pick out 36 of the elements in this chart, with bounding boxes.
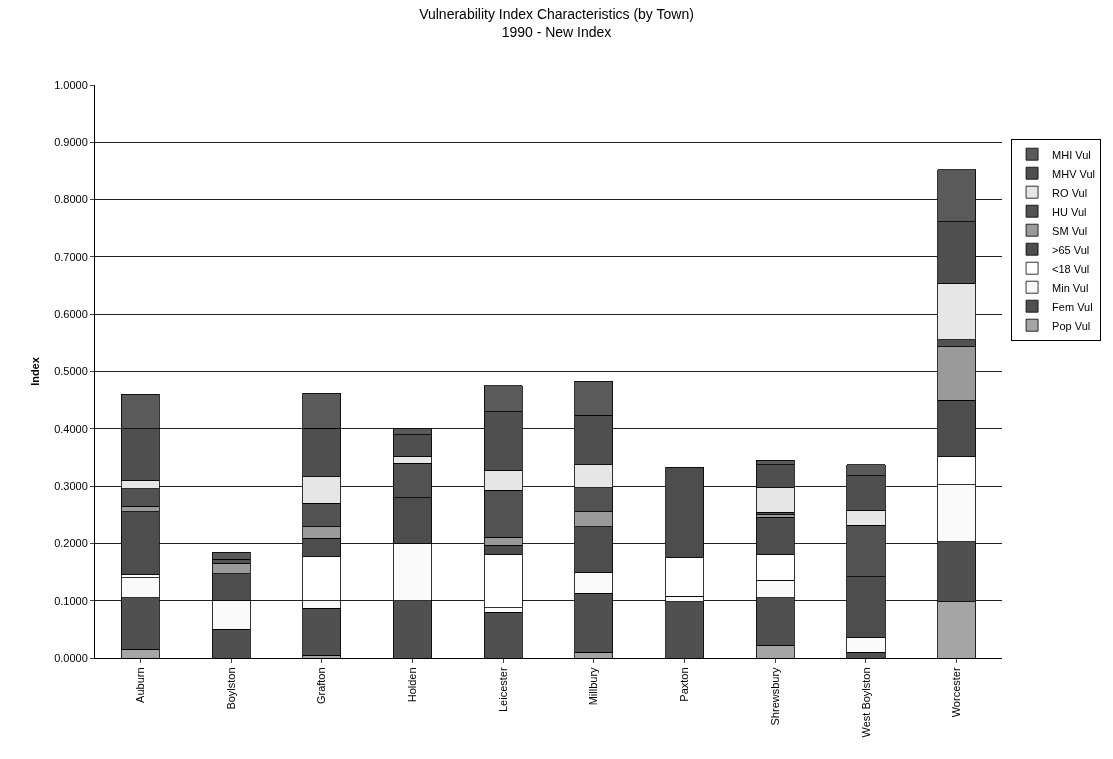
- y-tick-label: 0.2000: [54, 537, 88, 550]
- y-tick-label: 0.8000: [54, 193, 88, 206]
- x-tick-label: Millbury: [587, 666, 600, 706]
- legend-label: >65 Vul: [1052, 243, 1090, 256]
- chart-title: Vulnerability Index Characteristics (by Town): [419, 5, 694, 22]
- x-tick-label: Shrewsbury: [768, 666, 781, 726]
- x-tick-label: Boylston: [224, 667, 237, 710]
- x-tick-label: West Boylston: [859, 667, 872, 738]
- legend-label: Fem Vul: [1052, 300, 1093, 313]
- legend-label: Pop Vul: [1052, 319, 1091, 332]
- y-tick-label: 0.5000: [54, 365, 88, 378]
- legend-label: MHV Vul: [1052, 167, 1096, 180]
- y-tick-label: 0.1000: [54, 594, 88, 607]
- x-tick-label: Auburn: [133, 667, 146, 703]
- bar: [120, 511, 160, 576]
- x-tick-label: Paxton: [678, 667, 691, 702]
- legend-label: SM Vul: [1052, 224, 1088, 237]
- x-tick-label: Leicester: [496, 667, 509, 713]
- y-tick-label: 1.0000: [54, 78, 88, 91]
- legend-label: RO Vul: [1052, 186, 1088, 199]
- y-tick-label: 0.3000: [54, 479, 88, 492]
- legend-label: MHI Vul: [1052, 148, 1091, 161]
- x-tick-label: Grafton: [315, 667, 328, 705]
- chart-subtitle: 1990 - New Index: [501, 24, 612, 41]
- legend-label: HU Vul: [1052, 205, 1087, 218]
- x-tick-label: Worcester: [950, 667, 963, 718]
- y-tick-label: 0.4000: [54, 422, 88, 435]
- x-tick-label: Holden: [406, 667, 419, 703]
- y-tick-label: 0.9000: [54, 136, 88, 149]
- y-tick-label: 0.0000: [54, 651, 88, 664]
- y-axis-title: Index: [28, 356, 41, 386]
- legend-label: <18 Vul: [1052, 262, 1090, 275]
- bar: [211, 551, 251, 560]
- y-tick-label: 0.7000: [54, 250, 88, 263]
- legend-label: Min Vul: [1052, 281, 1089, 294]
- y-tick-label: 0.6000: [54, 308, 88, 321]
